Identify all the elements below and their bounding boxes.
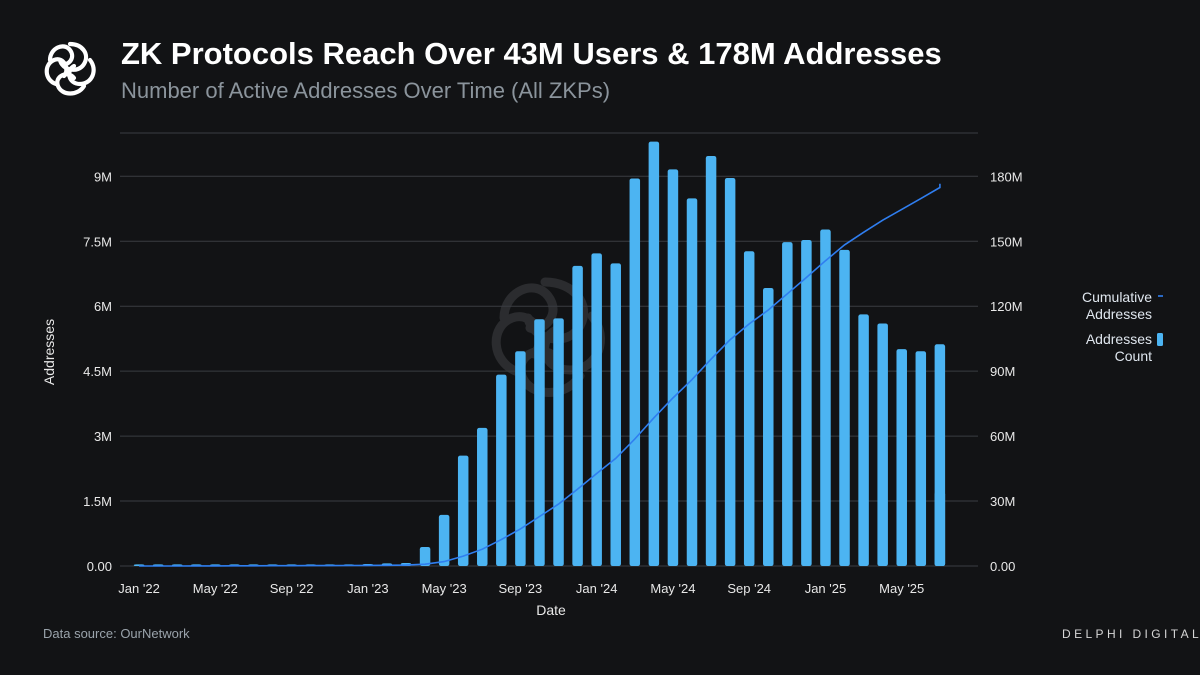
y2-tick-label: 90M — [990, 364, 1015, 379]
chart-subtitle: Number of Active Addresses Over Time (Al… — [121, 78, 611, 103]
delphi-logo-icon — [44, 41, 96, 96]
bar-2025-04 — [877, 323, 888, 566]
y2-tick-label: 120M — [990, 299, 1023, 314]
x-tick-label: May '24 — [650, 581, 695, 596]
bar-2025-06 — [915, 351, 927, 566]
x-tick-label: May '22 — [193, 581, 238, 596]
bar-2023-09 — [515, 351, 526, 566]
y2-tick-label: 0.00 — [990, 559, 1015, 574]
y-tick-label: 7.5M — [83, 234, 112, 249]
y2-tick-label: 150M — [990, 234, 1023, 249]
y-axis-label: Addresses — [41, 319, 57, 385]
x-tick-label: Sep '22 — [270, 581, 314, 596]
watermark-knot-icon — [491, 277, 605, 397]
legend — [1157, 295, 1163, 346]
x-tick-label: Jan '25 — [805, 581, 847, 596]
y-tick-label: 4.5M — [83, 364, 112, 379]
bar-2025-03 — [858, 314, 869, 566]
cumulative-line — [139, 183, 941, 567]
bar-2024-02 — [610, 263, 621, 566]
legend-bar-swatch — [1157, 333, 1163, 346]
bar-2025-07 — [934, 491, 946, 566]
y2-tick-label: 60M — [990, 429, 1015, 444]
bar-2023-07 — [477, 427, 488, 566]
x-tick-label: Jan '23 — [347, 581, 389, 596]
bar-2025-02 — [839, 249, 850, 566]
x-tick-label: May '23 — [422, 581, 467, 596]
y2-tick-label: 30M — [990, 494, 1015, 509]
bar-2024-11 — [782, 242, 793, 566]
bar-2023-11 — [553, 318, 564, 566]
bar-2023-06 — [457, 455, 469, 566]
y-tick-label: 3M — [94, 429, 112, 444]
y-tick-label: 9M — [94, 169, 112, 184]
x-tick-label: Jan '22 — [118, 581, 160, 596]
bar-2023-08 — [496, 374, 507, 566]
bar-2023-12 — [572, 265, 583, 566]
x-tick-label: Jan '24 — [576, 581, 618, 596]
bar-2024-12 — [801, 239, 812, 567]
bar-2023-05 — [438, 514, 450, 566]
y2-tick-label: 180M — [990, 169, 1023, 184]
y-tick-label: 1.5M — [83, 494, 112, 509]
bar-2024-06 — [686, 198, 698, 566]
legend-count-label: Addresses Count — [1085, 331, 1152, 364]
bar-2024-04 — [648, 141, 660, 566]
y-tick-label: 0.00 — [87, 559, 112, 574]
bar-2023-04 — [419, 546, 431, 566]
data-source: Data source: OurNetwork — [43, 626, 190, 641]
x-tick-label: Sep '24 — [727, 581, 771, 596]
bar-2024-09 — [743, 251, 755, 567]
bar-2025-01 — [820, 229, 831, 566]
bar-2024-08 — [724, 178, 736, 567]
bar-2024-07 — [705, 155, 717, 566]
legend-cumulative-label: Cumulative Addresses — [1081, 289, 1152, 322]
bar-2023-10 — [534, 319, 545, 566]
bar-2024-03 — [629, 178, 641, 566]
x-axis-label: Date — [536, 602, 566, 618]
bar-2024-10 — [763, 288, 774, 566]
chart-title: ZK Protocols Reach Over 43M Users & 178M… — [121, 36, 942, 71]
x-tick-label: Sep '23 — [499, 581, 543, 596]
bar-2025-05 — [896, 349, 907, 566]
bar-2024-01 — [591, 253, 602, 566]
bar-2024-05 — [667, 169, 679, 566]
x-tick-label: May '25 — [879, 581, 924, 596]
y-tick-label: 6M — [94, 299, 112, 314]
brand-wordmark: DELPHI DIGITAL — [1062, 627, 1200, 641]
